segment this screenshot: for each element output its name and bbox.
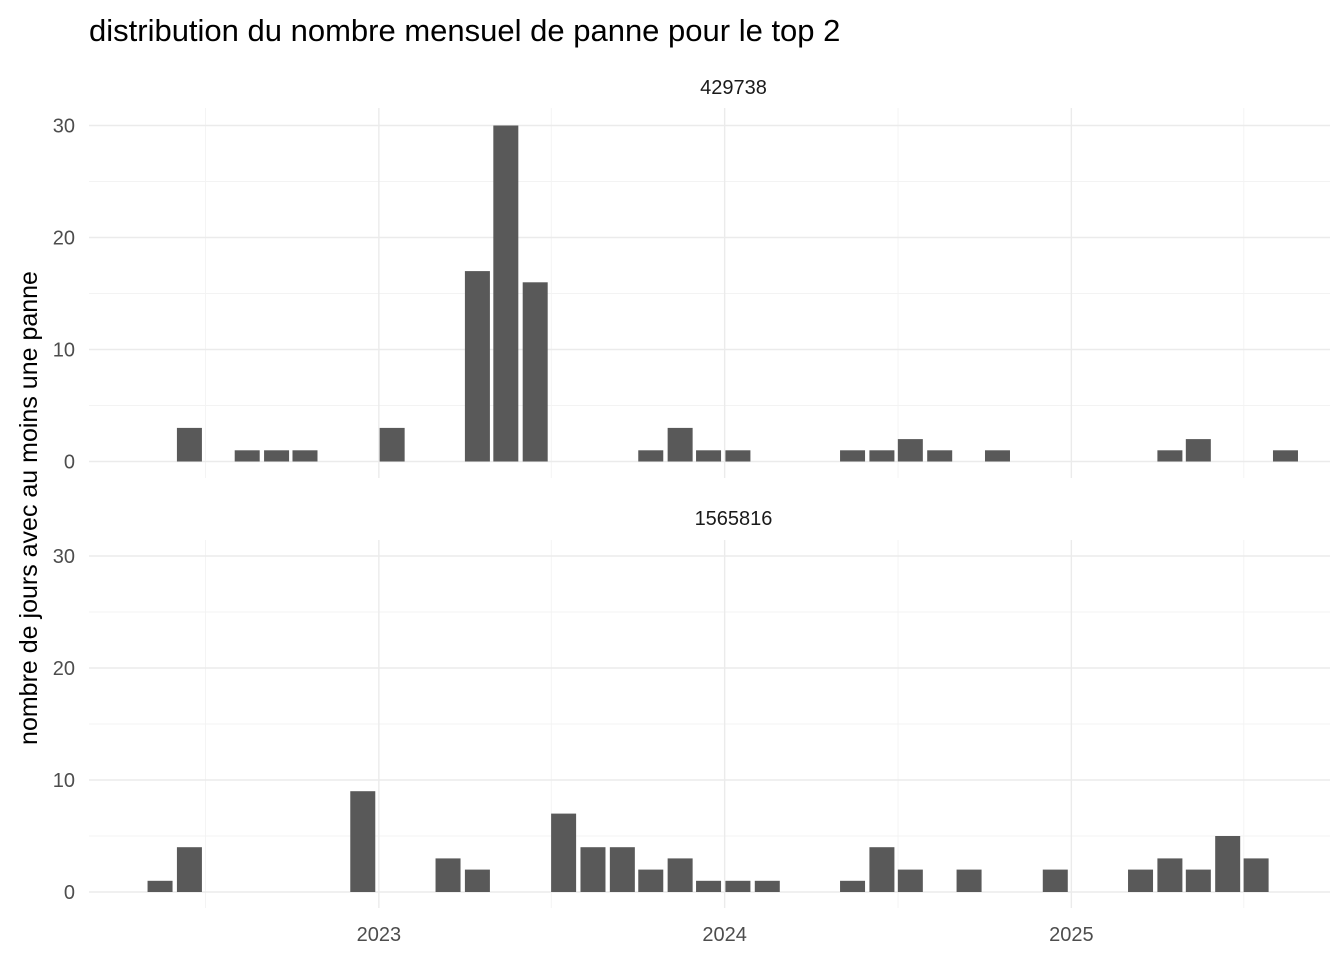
- bar: [264, 450, 290, 462]
- bar: [1243, 858, 1269, 892]
- bar: [869, 847, 895, 892]
- bar: [696, 450, 722, 462]
- bar: [464, 869, 490, 892]
- bar: [435, 858, 461, 892]
- bar: [667, 858, 693, 892]
- bar: [869, 450, 895, 462]
- bar: [667, 427, 693, 462]
- facet-panel-2: 1565816 0 10 20 30: [53, 508, 1330, 908]
- x-tick-label: 2025: [1049, 924, 1094, 946]
- bar: [379, 427, 405, 462]
- bar: [696, 880, 722, 892]
- y-axis-label: nombre de jours avec au moins une panne: [15, 271, 43, 745]
- bar: [493, 125, 519, 462]
- bar: [840, 880, 866, 892]
- facet-strip-label: 429738: [700, 77, 767, 99]
- bar: [897, 869, 923, 892]
- bar: [956, 869, 982, 892]
- bar: [147, 880, 173, 892]
- facet-panel-1: 429738 0 10 20 30: [53, 77, 1330, 478]
- bar: [1157, 450, 1183, 462]
- bar: [609, 847, 635, 892]
- bar: [1128, 869, 1154, 892]
- bar: [1042, 869, 1068, 892]
- bar: [551, 813, 577, 892]
- y-tick-label: 30: [53, 546, 75, 568]
- bar: [292, 450, 318, 462]
- bar: [725, 450, 751, 462]
- chart-title: distribution du nombre mensuel de panne …: [89, 13, 840, 48]
- x-tick-label: 2024: [702, 924, 747, 946]
- bar: [754, 880, 780, 892]
- bar: [984, 450, 1010, 462]
- bar: [522, 282, 548, 462]
- y-tick-label: 0: [64, 452, 75, 474]
- bar: [927, 450, 953, 462]
- y-tick-label: 0: [64, 882, 75, 904]
- y-tick-label: 20: [53, 658, 75, 680]
- bar: [1185, 869, 1211, 892]
- bar: [897, 439, 923, 462]
- x-axis: 2023 2024 2025: [357, 924, 1094, 946]
- bar: [725, 880, 751, 892]
- bar: [1215, 836, 1241, 892]
- bar: [350, 791, 376, 892]
- bar: [464, 271, 490, 462]
- bar: [176, 847, 202, 892]
- x-tick-label: 2023: [357, 924, 402, 946]
- bar: [638, 869, 664, 892]
- bar: [840, 450, 866, 462]
- bar: [176, 427, 202, 462]
- y-tick-label: 30: [53, 116, 75, 138]
- facet-panels: 429738 0 10 20 30 1565816 0 10 20 30: [53, 77, 1330, 908]
- y-tick-label: 10: [53, 770, 75, 792]
- bar: [1272, 450, 1298, 462]
- bar: [580, 847, 606, 892]
- y-tick-label: 20: [53, 228, 75, 250]
- y-tick-label: 10: [53, 340, 75, 362]
- bar: [638, 450, 664, 462]
- facet-strip-label: 1565816: [695, 508, 773, 530]
- bar: [1157, 858, 1183, 892]
- bar: [234, 450, 260, 462]
- bar: [1185, 439, 1211, 462]
